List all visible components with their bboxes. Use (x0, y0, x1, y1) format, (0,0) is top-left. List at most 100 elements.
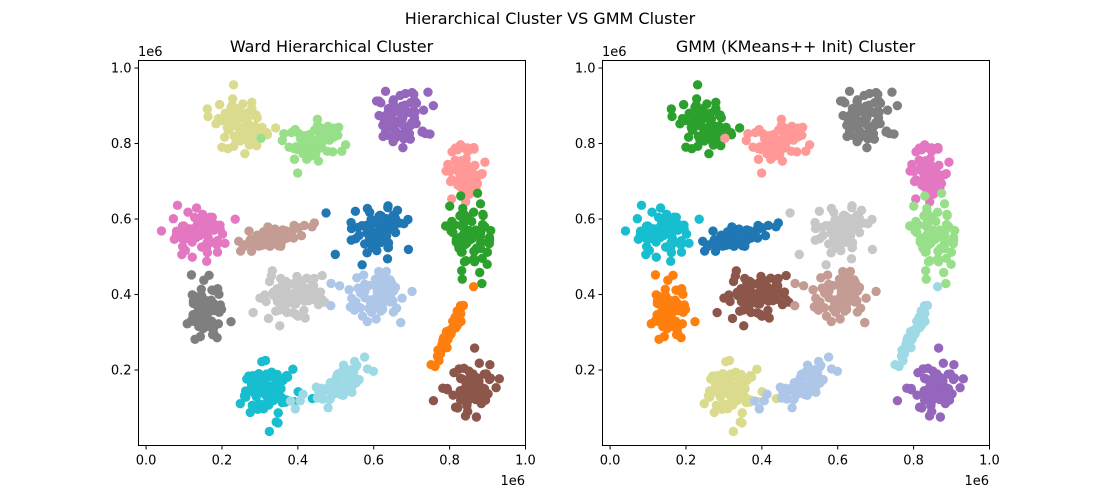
panel-0-ytick-label: 0.2 (111, 364, 132, 379)
panel-1-cluster-1-point (804, 140, 815, 150)
panel-1-cluster-2-point (869, 107, 879, 118)
panel-1-cluster-10-point (854, 282, 865, 293)
panel-1-cluster-3-point (916, 145, 927, 155)
panel-0-cluster-13-point (311, 382, 322, 392)
panel-0-cluster-10-point (388, 296, 398, 306)
panel-0-cluster-3-point (477, 168, 487, 179)
panel-1-cluster-6-point (785, 208, 795, 218)
panel-0-cluster-7-point (467, 216, 477, 227)
panel-1-cluster-7-point (922, 220, 933, 231)
panel-0-cluster-2-point (423, 87, 433, 97)
panel-0-cluster-9-point (290, 299, 301, 309)
panel-0-cluster-3-point (461, 154, 471, 164)
panel-0-cluster-8-point (193, 298, 204, 309)
panel-0-cluster-9-point (299, 296, 310, 306)
panel-1-cluster-4-point (694, 214, 704, 224)
panel-1-cluster-0-point (734, 123, 745, 133)
panel-0-y-offset-text: 1e6 (138, 45, 163, 60)
panel-0-cluster-14-point (485, 373, 496, 383)
panel-1-cluster-14-point (927, 394, 937, 405)
panel-1-xtick-label: 0.0 (600, 454, 621, 469)
panel-0-cluster-12-point (271, 417, 281, 427)
panel-0-cluster-14-point (448, 390, 458, 400)
panel-0-cluster-12-point (272, 369, 282, 380)
panel-1-cluster-9-point (754, 309, 765, 319)
panel-0-cluster-7-point (475, 238, 486, 248)
panel-0-cluster-7-point (456, 265, 467, 276)
panel-1-cluster-6-point (814, 206, 825, 217)
panel-1-cluster-6-point (826, 224, 837, 235)
panel-1-cluster-6-point (863, 218, 873, 229)
panel-0-cluster-5-point (246, 240, 257, 250)
panel-0-cluster-14-point (465, 371, 476, 381)
panel-0-cluster-2-point (405, 107, 415, 118)
panel-0-cluster-5-point (263, 222, 273, 232)
panel-0-cluster-0-point (240, 123, 251, 133)
panel-1-cluster-4-point (661, 209, 672, 220)
panel-0-cluster-6-point (392, 205, 403, 215)
panel-0-cluster-7-point (475, 267, 485, 278)
panel-ward-hierarchical: Ward Hierarchical Cluster 1e6 1e6 0.2 0.4… (111, 37, 536, 489)
panel-1-cluster-7-point (929, 234, 939, 245)
panel-1-cluster-2-point (873, 89, 883, 100)
panel-1-cluster-2-point (859, 90, 869, 101)
panel-1-cluster-7-point (920, 191, 930, 201)
panel-1-cluster-2-point (862, 143, 872, 153)
panel-1-cluster-12-point (737, 408, 747, 418)
panel-1-cluster-14-point (913, 367, 923, 378)
panel-1-cluster-6-point (836, 245, 846, 256)
panel-1-cluster-14-point (924, 411, 935, 421)
panel-0-cluster-10-point (397, 293, 407, 303)
panel-0-cluster-12-point (288, 364, 298, 374)
panel-0-cluster-1-point (256, 133, 266, 144)
panel-0-cluster-1-point (340, 140, 351, 150)
panel-1-cluster-3-point (932, 169, 942, 179)
panel-0-cluster-9-point (299, 305, 309, 316)
panel-1-cluster-0-point (667, 111, 677, 122)
panel-0-cluster-8-point (203, 298, 213, 309)
panel-1-points (620, 80, 969, 437)
panel-1-cluster-9-point (712, 307, 722, 318)
panel-1-cluster-13-point (759, 396, 769, 406)
panel-1-cluster-7-point (931, 216, 941, 227)
panel-0-cluster-14-point (471, 388, 481, 398)
panel-0-cluster-7-point (457, 274, 467, 284)
panel-0-cluster-14-point (463, 394, 473, 405)
panel-0-cluster-14-point (460, 411, 471, 421)
panel-1-cluster-10-point (822, 270, 833, 280)
panel-1-cluster-2-point (892, 100, 903, 111)
panel-0-cluster-13-point (323, 403, 333, 413)
panel-1-cluster-10-point (815, 297, 825, 307)
panel-1-cluster-13-point (782, 394, 792, 404)
panel-0-cluster-3-point (452, 145, 463, 155)
panel-1-cluster-2-point (882, 105, 893, 115)
panel-0-cluster-0-point (219, 132, 230, 142)
panel-0-cluster-2-point (388, 118, 399, 129)
panel-1-cluster-5-point (725, 230, 735, 241)
panel-1-cluster-0-point (708, 132, 718, 142)
panel-1-cluster-3-point (917, 179, 928, 190)
panel-0-cluster-9-point (255, 293, 265, 303)
panel-0-cluster-6-point (381, 213, 391, 224)
panel-0-cluster-4-point (197, 219, 208, 230)
panel-0-cluster-7-point (469, 257, 480, 267)
panel-0-cluster-12-point (268, 395, 279, 406)
panel-1-cluster-10-point (790, 300, 800, 311)
panel-1-xtick-label: 0.6 (827, 454, 848, 469)
panel-0-cluster-6-point (346, 235, 356, 245)
panel-0-cluster-8-point (199, 275, 209, 285)
panel-1-cluster-2-point (875, 98, 886, 109)
panel-1-cluster-8-point (661, 291, 671, 301)
panel-1-cluster-0-point (666, 104, 677, 114)
panel-0-cluster-3-point (453, 179, 464, 190)
panel-1-cluster-12-point (724, 355, 735, 366)
panel-0-cluster-1-point (329, 132, 339, 142)
panel-1-cluster-4-point (684, 238, 694, 249)
panel-0-cluster-3-point (470, 160, 480, 171)
panel-1-cluster-1-point (756, 168, 767, 178)
panel-0-cluster-8-point (213, 319, 224, 329)
panel-0-cluster-8-point (196, 284, 206, 294)
panel-1-cluster-0-point (704, 123, 715, 133)
panel-0-xtick-label: 0.2 (212, 454, 233, 469)
panel-0-cluster-9-point (309, 273, 319, 284)
